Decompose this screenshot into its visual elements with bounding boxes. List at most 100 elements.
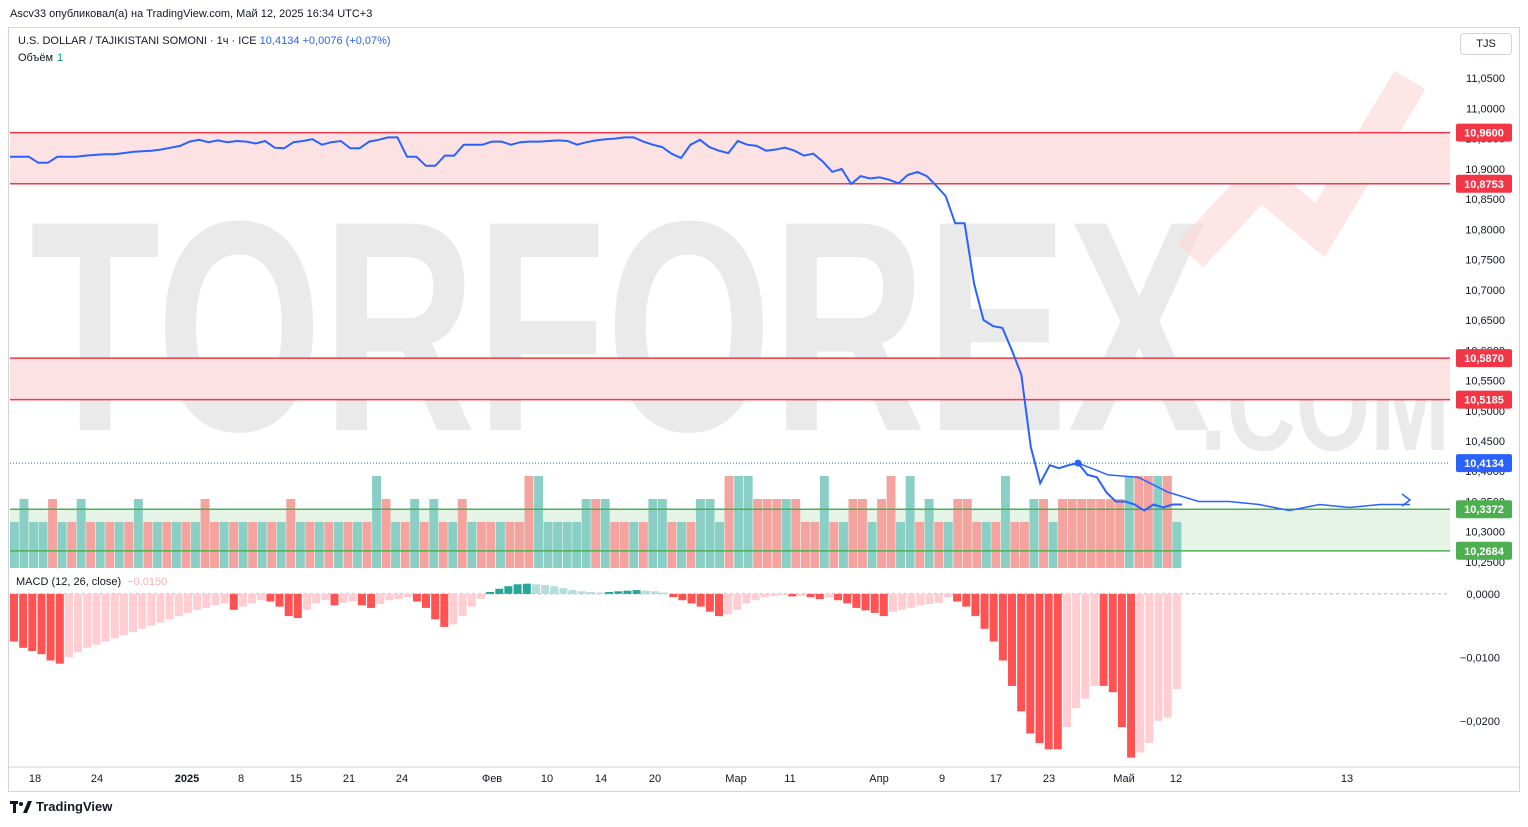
volume-bar [1067,499,1077,568]
volume-bar [400,522,410,568]
macd-legend[interactable]: MACD (12, 26, close) −0,0150 [16,576,167,588]
volume-bar [181,522,191,568]
macd-bar [650,591,659,594]
time-tick-label: 17 [990,773,1002,785]
volume-bar [515,522,524,568]
volume-bar [105,522,115,568]
macd-tick-label: −0,0200 [1460,716,1500,728]
macd-bar [156,593,165,623]
volume-bar [1077,499,1087,568]
macd-bar [193,593,202,610]
macd-bar [10,593,18,642]
volume-bar [438,522,448,568]
volume-bar [638,522,648,568]
volume-bar [343,522,353,568]
volume-bar [915,522,925,568]
volume-bars [10,476,1182,568]
macd-bar [238,593,247,607]
macd-bar [46,593,55,661]
volume-bar [162,522,172,568]
macd-bar [605,592,614,594]
time-tick-label: Апр [869,773,888,785]
time-tick-label: Фев [482,773,502,785]
resistance-zone-upper [10,132,1450,184]
level-label-text: 10,5870 [1464,353,1504,365]
volume-bar [334,522,343,568]
volume-bar [762,499,772,568]
macd-bar [110,593,119,639]
macd-bar [586,592,595,594]
volume-bar [886,476,896,568]
macd-bar [293,593,302,618]
macd-bar [220,593,229,604]
watermark-text-left: TORFOREX [30,158,1211,494]
macd-bar [1172,593,1181,690]
macd-bar [1090,593,1099,686]
time-tick-label: 2025 [175,773,199,785]
macd-bar [1163,593,1172,718]
macd-bar [321,593,330,601]
volume-bar [305,522,315,568]
macd-bar [797,593,806,596]
volume-bar [896,522,905,568]
macd-bar [129,593,137,632]
volume-bar [981,522,991,568]
macd-bar [1136,593,1145,753]
price-axis[interactable]: 11,050011,000010,950010,900010,850010,80… [1465,73,1505,569]
tradingview-footer[interactable]: TradingView [10,799,112,814]
price-tick-label: 10,8000 [1465,224,1505,236]
time-tick-label: 14 [595,773,607,785]
volume-bar [419,522,429,568]
level-label-text: 10,8753 [1464,179,1504,191]
macd-bar [751,593,760,601]
macd-bar [147,593,156,626]
macd-tick-label: 0,0000 [1466,589,1500,601]
macd-bar [266,593,275,602]
volume-bar [124,522,134,568]
macd-bar [1108,593,1117,693]
volume-bar [829,522,839,568]
volume-bar [867,522,877,568]
level-label-badge [1456,349,1512,368]
macd-bar [998,593,1007,661]
macd-bar [953,593,962,602]
macd-bar [889,593,897,612]
macd-bar [705,593,714,612]
macd-bar [83,593,92,648]
time-tick-label: 24 [91,773,103,785]
macd-bar [934,593,943,603]
volume-bar [534,476,543,568]
volume-bar [1058,499,1067,568]
time-axis[interactable]: 18 24 2025 8 15 21 24 Фев 10 14 20 Мар 11 Апр 9 17 23 Май… [9,766,1519,785]
macd-bar [1145,593,1154,743]
macd-bar [824,593,833,598]
volume-bar [353,522,362,568]
volume-bar [410,499,420,568]
volume-bar [724,476,734,568]
volume-bar [67,522,77,568]
macd-bar [1017,593,1026,712]
macd-axis[interactable]: 0,0000 −0,0100 −0,0200 [1460,589,1500,728]
symbol-legend[interactable]: U.S. DOLLAR / TAJIKISTANI SOMONI · 1ч · … [18,35,391,47]
volume-bar [543,522,553,568]
volume-legend[interactable]: Объём 1 [18,52,63,64]
volume-bar [877,499,886,568]
level-lines [10,131,1450,552]
macd-value: −0,0150 [127,576,168,588]
volume-label: Объём [18,52,54,64]
volume-bar [429,499,439,568]
volume-bar [172,522,181,568]
volume-bar [791,499,801,568]
chart-frame [8,27,1520,792]
volume-bar [143,522,153,568]
volume-bar [839,522,848,568]
volume-bar [229,522,239,568]
volume-bar [1086,499,1096,568]
macd-bar [623,590,632,594]
currency-button[interactable]: TJS [1460,33,1512,55]
macd-bar [550,586,559,594]
price-tick-label: 10,7500 [1465,255,1505,267]
level-labels: 10,9600 10,8753 10,5870 10,5185 10,4134 10,33… [1456,123,1512,560]
macd-bar [74,593,83,653]
